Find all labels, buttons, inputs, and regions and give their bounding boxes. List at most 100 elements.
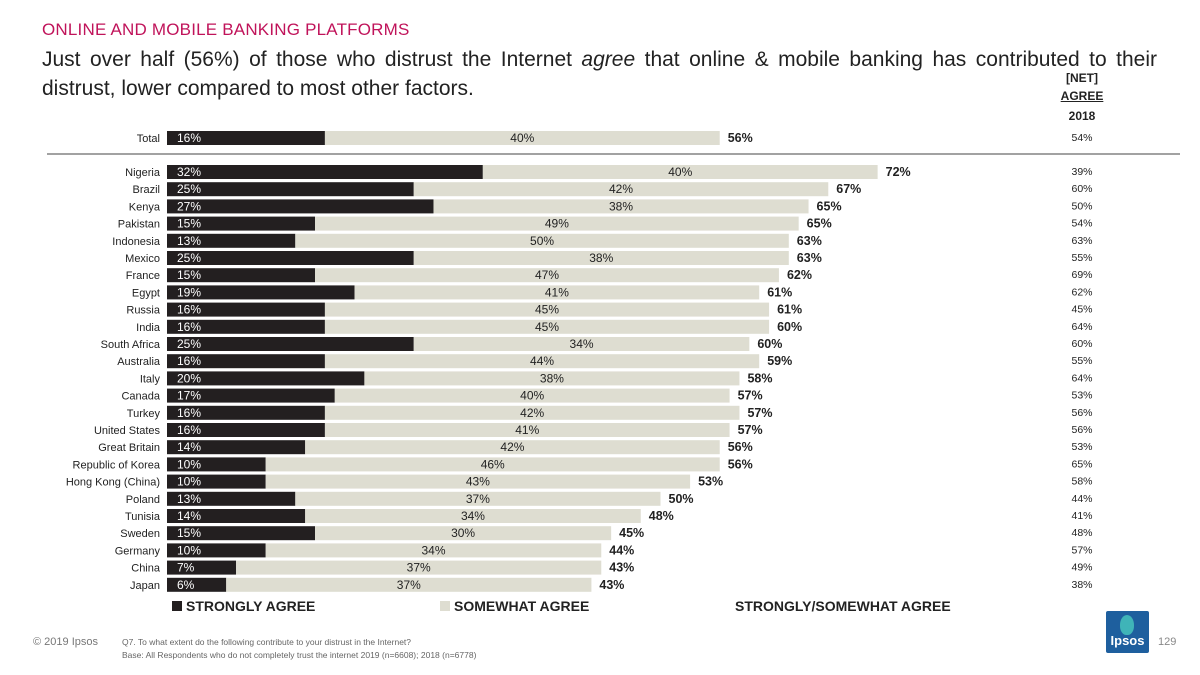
value-strongly: 10% <box>177 457 201 471</box>
bar-somewhat-3 <box>315 216 799 231</box>
category-label: Canada <box>121 391 160 403</box>
value-somewhat: 37% <box>407 561 431 575</box>
category-label: United States <box>94 425 161 437</box>
value-net: 63% <box>797 234 822 248</box>
bar-strongly-16 <box>167 440 306 455</box>
category-label: Italy <box>140 373 161 385</box>
value-net: 58% <box>747 371 772 385</box>
bar-somewhat-6 <box>315 268 779 283</box>
bar-somewhat-7 <box>354 285 760 300</box>
bar-strongly-13 <box>167 388 335 403</box>
bar-somewhat-0 <box>482 165 878 179</box>
value-strongly: 7% <box>177 561 195 575</box>
value-somewhat: 42% <box>520 406 544 420</box>
bar-somewhat-20 <box>305 509 641 523</box>
bar-strongly-2 <box>167 199 434 214</box>
value-somewhat: 42% <box>500 440 524 454</box>
value-strongly: 15% <box>177 268 201 282</box>
bar-strongly-21 <box>167 526 316 541</box>
category-label: Kenya <box>129 201 161 213</box>
category-label: Brazil <box>132 184 160 196</box>
footnote-base: Base: All Respondents who do not complet… <box>122 650 477 660</box>
value-net: 56% <box>728 440 753 454</box>
legend-strongly: STRONGLY AGREE <box>172 598 315 614</box>
value-net-2018: 55% <box>1071 252 1092 264</box>
value-strongly: 13% <box>177 234 201 248</box>
page-number: 129 <box>1158 636 1177 648</box>
bar-somewhat-9 <box>324 319 770 334</box>
category-label: France <box>126 270 160 282</box>
bar-strongly-10 <box>167 337 414 351</box>
category-label: Hong Kong (China) <box>66 477 160 489</box>
value-somewhat: 47% <box>535 268 559 282</box>
value-net: 65% <box>817 199 842 213</box>
value-net: 57% <box>738 389 763 403</box>
value-net: 57% <box>747 406 772 420</box>
category-label: China <box>131 563 161 575</box>
value-strongly: 16% <box>177 406 201 420</box>
bar-strongly-22 <box>167 543 266 558</box>
value-somewhat: 43% <box>466 475 490 489</box>
bar-somewhat-18 <box>265 474 691 489</box>
value-somewhat: 46% <box>481 457 505 471</box>
value-somewhat: 38% <box>609 199 633 213</box>
legend-strongly-swatch <box>172 601 182 611</box>
value-strongly: 15% <box>177 526 201 540</box>
legend-strongly-label: STRONGLY AGREE <box>186 598 316 614</box>
value-net: 48% <box>649 509 674 523</box>
bar-strongly-17 <box>167 457 266 472</box>
bar-somewhat-10 <box>413 337 750 351</box>
net-header-line1: [NET] <box>1066 71 1098 85</box>
value-net-2018: 39% <box>1071 166 1092 178</box>
bar-somewhat-15 <box>324 423 730 437</box>
net-header-line2: AGREE <box>1060 89 1104 103</box>
value-somewhat: 41% <box>515 423 539 437</box>
value-somewhat: 37% <box>397 578 421 592</box>
legend-somewhat: SOMEWHAT AGREE <box>440 598 589 614</box>
bar-strongly-0 <box>167 165 483 179</box>
value-net-2018: 63% <box>1071 235 1092 247</box>
value-net: 72% <box>886 165 911 179</box>
bar-somewhat-1 <box>413 182 829 197</box>
bar-somewhat-2 <box>433 199 809 214</box>
ipsos-logo: Ipsos <box>1106 611 1149 653</box>
bar-somewhat-13 <box>334 388 730 403</box>
value-somewhat: 38% <box>589 251 613 265</box>
bar-somewhat-24 <box>226 577 592 592</box>
value-strongly: 10% <box>177 543 201 557</box>
value-net-2018: 49% <box>1071 562 1092 574</box>
bar-somewhat-21 <box>315 526 612 541</box>
headline-post: that online & mobile banking has contrib… <box>42 48 1157 100</box>
value-strongly: 16% <box>177 303 201 317</box>
bar-strongly-12 <box>167 371 365 386</box>
value-net: 60% <box>757 337 782 351</box>
value-strongly: 25% <box>177 182 201 196</box>
value-strongly: 14% <box>177 509 201 523</box>
value-net-2018: 41% <box>1071 510 1092 522</box>
bar-strongly-19 <box>167 491 296 506</box>
category-label: Japan <box>130 580 160 592</box>
value-somewhat: 42% <box>609 182 633 196</box>
value-somewhat: 34% <box>421 543 445 557</box>
value-strongly: 16% <box>177 423 201 437</box>
category-label: Egypt <box>132 287 160 299</box>
value-net: 59% <box>767 354 792 368</box>
bar-somewhat-14 <box>324 405 740 420</box>
bar-strongly-15 <box>167 423 325 437</box>
value-somewhat: 45% <box>535 303 559 317</box>
value-net: 67% <box>836 182 861 196</box>
bar-somewhat-4 <box>295 233 789 248</box>
bar-strongly-24 <box>167 577 227 592</box>
category-label: Great Britain <box>98 442 160 454</box>
value-net: 53% <box>698 475 723 489</box>
value-strongly: 32% <box>177 165 201 179</box>
value-somewhat: 34% <box>461 509 485 523</box>
bar-somewhat-22 <box>265 543 602 558</box>
value-net-2018: 38% <box>1071 579 1092 591</box>
value-strongly: 27% <box>177 199 201 213</box>
value-net-2018: 53% <box>1071 390 1092 402</box>
value-net: 56% <box>728 131 753 145</box>
category-label: South Africa <box>101 339 161 351</box>
bar-strongly-18 <box>167 474 266 489</box>
